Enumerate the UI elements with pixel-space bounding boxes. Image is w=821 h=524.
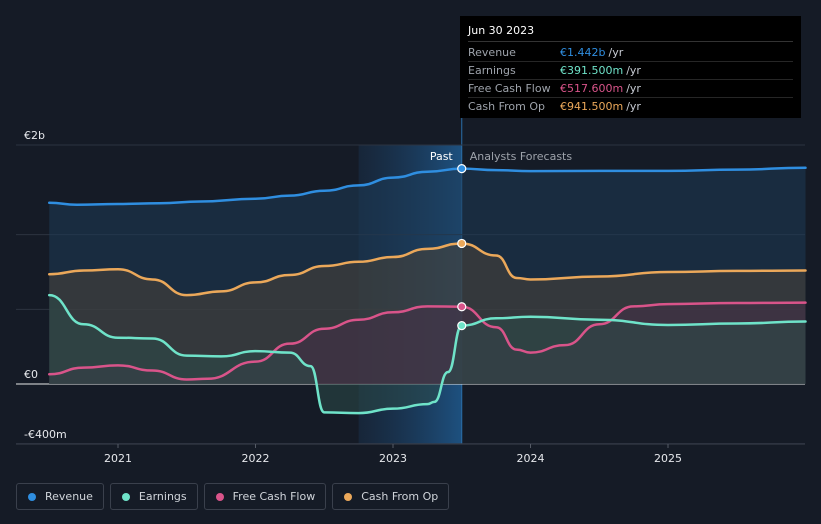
tooltip-value: €941.500m (560, 100, 624, 113)
tooltip-unit: /yr (626, 82, 641, 95)
tooltip-unit: /yr (626, 64, 641, 77)
tooltip-label: Earnings (468, 64, 516, 77)
legend-label: Revenue (45, 490, 93, 503)
tooltip-unit: /yr (608, 46, 624, 59)
axis-labels: €2b €0 -€400m 2021 2022 2023 2024 2025 Past Analy… (24, 129, 682, 465)
point-marker-free-cash-flow (457, 302, 467, 312)
y-tick-label: €2b (24, 129, 45, 142)
legend-item-revenue[interactable]: Revenue (16, 483, 104, 510)
area-earnings (49, 295, 806, 414)
legend-dot-icon (215, 492, 224, 501)
point-marker-cash-from-op (457, 238, 467, 249)
tooltip-value: €517.600m (560, 82, 624, 95)
markers (457, 164, 467, 331)
tooltip-row-cash-from-op: Cash From Op €941.500m /yr (468, 98, 793, 115)
tooltip-unit: /yr (626, 100, 641, 113)
legend-item-cash-from-op[interactable]: Cash From Op (332, 483, 450, 510)
legend: Revenue Earnings Free Cash Flow Cash Fro… (16, 483, 450, 510)
line-free-cash-flow (48, 301, 807, 381)
x-tick-label: 2023 (379, 452, 407, 465)
legend-label: Free Cash Flow (232, 490, 316, 503)
tooltip-row-free-cash-flow: Free Cash Flow €517.600m /yr (468, 80, 793, 98)
tooltip-value: €391.500m (560, 64, 624, 77)
x-tick-label: 2021 (104, 452, 132, 465)
x-tick-label: 2025 (654, 452, 682, 465)
point-marker-earnings (457, 320, 467, 331)
line-earnings (48, 293, 807, 415)
legend-item-earnings[interactable]: Earnings (109, 483, 198, 510)
section-label-past: Past (430, 150, 454, 163)
tooltip-row-revenue: Revenue €1.442b /yr (468, 44, 793, 62)
tooltip-value: €1.442b (560, 46, 606, 59)
line-revenue (48, 166, 807, 207)
tooltip-row-earnings: Earnings €391.500m /yr (468, 62, 793, 80)
legend-label: Cash From Op (361, 490, 439, 503)
tooltip-label: Cash From Op (468, 100, 546, 113)
legend-label: Earnings (138, 490, 187, 503)
line-cash-from-op (48, 242, 807, 297)
point-marker-revenue (457, 164, 467, 174)
legend-dot-icon (121, 492, 130, 501)
tooltip-label: Free Cash Flow (468, 82, 551, 95)
legend-dot-icon (28, 492, 36, 501)
tooltip-date: Jun 30 2023 (468, 24, 793, 42)
section-label-forecast: Analysts Forecasts (470, 150, 573, 163)
series-areas (49, 167, 806, 414)
y-tick-label: €0 (24, 368, 38, 381)
y-tick-label: -€400m (24, 428, 67, 441)
tooltip-panel: Jun 30 2023 Revenue €1.442b /yr Earnings… (460, 16, 801, 118)
x-tick-label: 2024 (517, 452, 545, 465)
legend-item-free-cash-flow[interactable]: Free Cash Flow (203, 483, 327, 510)
legend-dot-icon (344, 492, 353, 501)
tooltip-label: Revenue (468, 46, 516, 59)
series-lines (48, 166, 807, 415)
x-tick-label: 2022 (242, 452, 270, 465)
